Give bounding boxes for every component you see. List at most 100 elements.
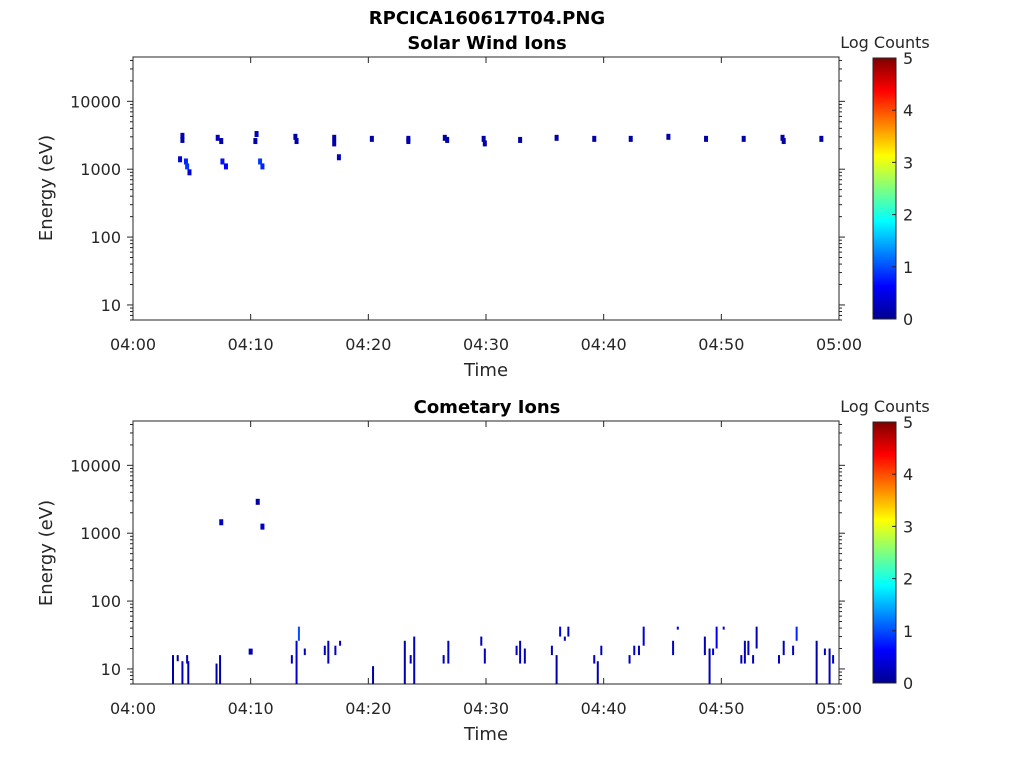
- spectrogram-bar: [186, 655, 189, 664]
- spectrogram-bar: [559, 626, 562, 637]
- spectrogram-bar: [176, 655, 179, 662]
- spectrogram-pixel: [781, 138, 786, 145]
- spectrogram-pixel: [258, 158, 263, 165]
- spectrogram-pixel: [704, 135, 709, 142]
- colorbar: [872, 57, 897, 320]
- colorbar-tick-label: 0: [903, 674, 913, 693]
- spectrogram-pixel: [332, 140, 337, 147]
- spectrogram-bar: [303, 648, 306, 656]
- spectrogram-bar: [755, 626, 758, 649]
- spectrogram-bar: [515, 645, 518, 656]
- spectrogram-pixel: [260, 523, 265, 530]
- x-tick-label: 04:40: [581, 699, 627, 718]
- spectrogram-bar: [563, 636, 566, 641]
- spectrogram-pixel: [185, 163, 190, 170]
- spectrogram-pixel: [219, 138, 224, 145]
- y-axis-label: Energy (eV): [36, 135, 57, 241]
- spectrogram-bar: [715, 626, 718, 649]
- spectrogram-bar: [782, 640, 785, 656]
- spectrogram-bar: [823, 648, 826, 656]
- spectrogram-bar: [747, 640, 750, 656]
- spectrogram-pixel: [336, 154, 341, 161]
- spectrogram-bar: [792, 645, 795, 656]
- spectrogram-pixel: [445, 136, 450, 143]
- spectrogram-bar: [722, 626, 725, 630]
- spectrogram-pixel: [293, 133, 298, 140]
- spectrogram-pixel: [223, 163, 228, 170]
- y-tick-label: 10000: [70, 92, 121, 111]
- spectrogram-bar: [480, 636, 483, 646]
- spectrogram-bar: [295, 640, 298, 684]
- plot-frame: [132, 420, 840, 685]
- x-tick-label: 04:50: [698, 699, 744, 718]
- spectrogram-bar: [550, 645, 553, 656]
- spectrogram-bar: [442, 655, 445, 664]
- spectrogram-pixel: [518, 136, 523, 143]
- spectrogram-bar: [215, 663, 218, 684]
- spectrogram-pixel: [780, 134, 785, 141]
- x-tick-label: 04:30: [463, 335, 509, 354]
- spectrogram-bar: [372, 666, 375, 684]
- spectrogram-bar: [628, 655, 631, 664]
- spectrogram-pixel: [180, 132, 185, 139]
- spectrogram-bar: [567, 626, 570, 637]
- spectrogram-bar: [403, 640, 406, 684]
- x-tick-label: 04:20: [345, 335, 391, 354]
- spectrogram-bar: [327, 640, 330, 664]
- colorbar-tick-label: 3: [903, 153, 913, 172]
- colorbar-tick-label: 1: [903, 622, 913, 641]
- spectrogram-pixel: [481, 135, 486, 142]
- spectrogram-pixel: [332, 134, 337, 141]
- spectrogram-bar: [323, 645, 326, 656]
- spectrogram-bar: [740, 655, 743, 664]
- spectrogram-bar: [483, 648, 486, 664]
- spectrogram-pixel: [741, 135, 746, 142]
- spectrogram-bar: [413, 636, 416, 684]
- colorbar-tick-label: 2: [903, 206, 913, 225]
- x-tick-label: 04:00: [110, 335, 156, 354]
- x-tick-label: 05:00: [816, 699, 862, 718]
- colorbar-tick-label: 0: [903, 310, 913, 329]
- spectrogram-pixel: [406, 138, 411, 145]
- colorbar-tick-label: 4: [903, 465, 913, 484]
- spectrogram-bar: [600, 645, 603, 656]
- spectrogram-pixel: [254, 131, 259, 138]
- spectrogram-pixel: [628, 135, 633, 142]
- spectrogram-bar: [832, 655, 835, 664]
- spectrogram-bar: [633, 645, 636, 656]
- x-tick-label: 04:00: [110, 699, 156, 718]
- colorbar-tick-label: 5: [903, 49, 913, 68]
- spectrogram-bar: [297, 626, 300, 641]
- spectrogram-bar: [752, 655, 755, 664]
- colorbar-tick-label: 2: [903, 570, 913, 589]
- y-tick-label: 1000: [80, 524, 121, 543]
- y-axis-label: Energy (eV): [36, 500, 57, 606]
- spectrogram-pixel: [255, 498, 260, 505]
- x-tick-label: 04:10: [228, 335, 274, 354]
- y-tick-label: 10: [101, 296, 121, 315]
- colorbar-label: Log Counts: [840, 397, 930, 416]
- spectrogram-bar: [708, 648, 711, 684]
- x-tick-label: 04:20: [345, 699, 391, 718]
- y-tick-label: 100: [90, 592, 121, 611]
- spectrogram-bar: [777, 655, 780, 664]
- spectrogram-bar: [555, 655, 558, 684]
- spectrogram-bar: [339, 640, 342, 646]
- spectrogram-pixel: [248, 648, 253, 655]
- spectrogram-pixel: [187, 169, 192, 176]
- spectrogram-bar: [596, 661, 599, 684]
- spectrogram-bar: [672, 640, 675, 656]
- colorbar-tick-label: 5: [903, 413, 913, 432]
- spectrogram-bar: [815, 640, 818, 684]
- colorbar-label: Log Counts: [840, 33, 930, 52]
- colorbar-tick-label: 1: [903, 258, 913, 277]
- spectrogram-pixel: [592, 135, 597, 142]
- plot-frame: [132, 56, 840, 321]
- spectrogram-pixel: [215, 134, 220, 141]
- spectrogram-pixel: [554, 134, 559, 141]
- spectrogram-pixel: [294, 138, 299, 145]
- spectrogram-pixel: [253, 138, 258, 145]
